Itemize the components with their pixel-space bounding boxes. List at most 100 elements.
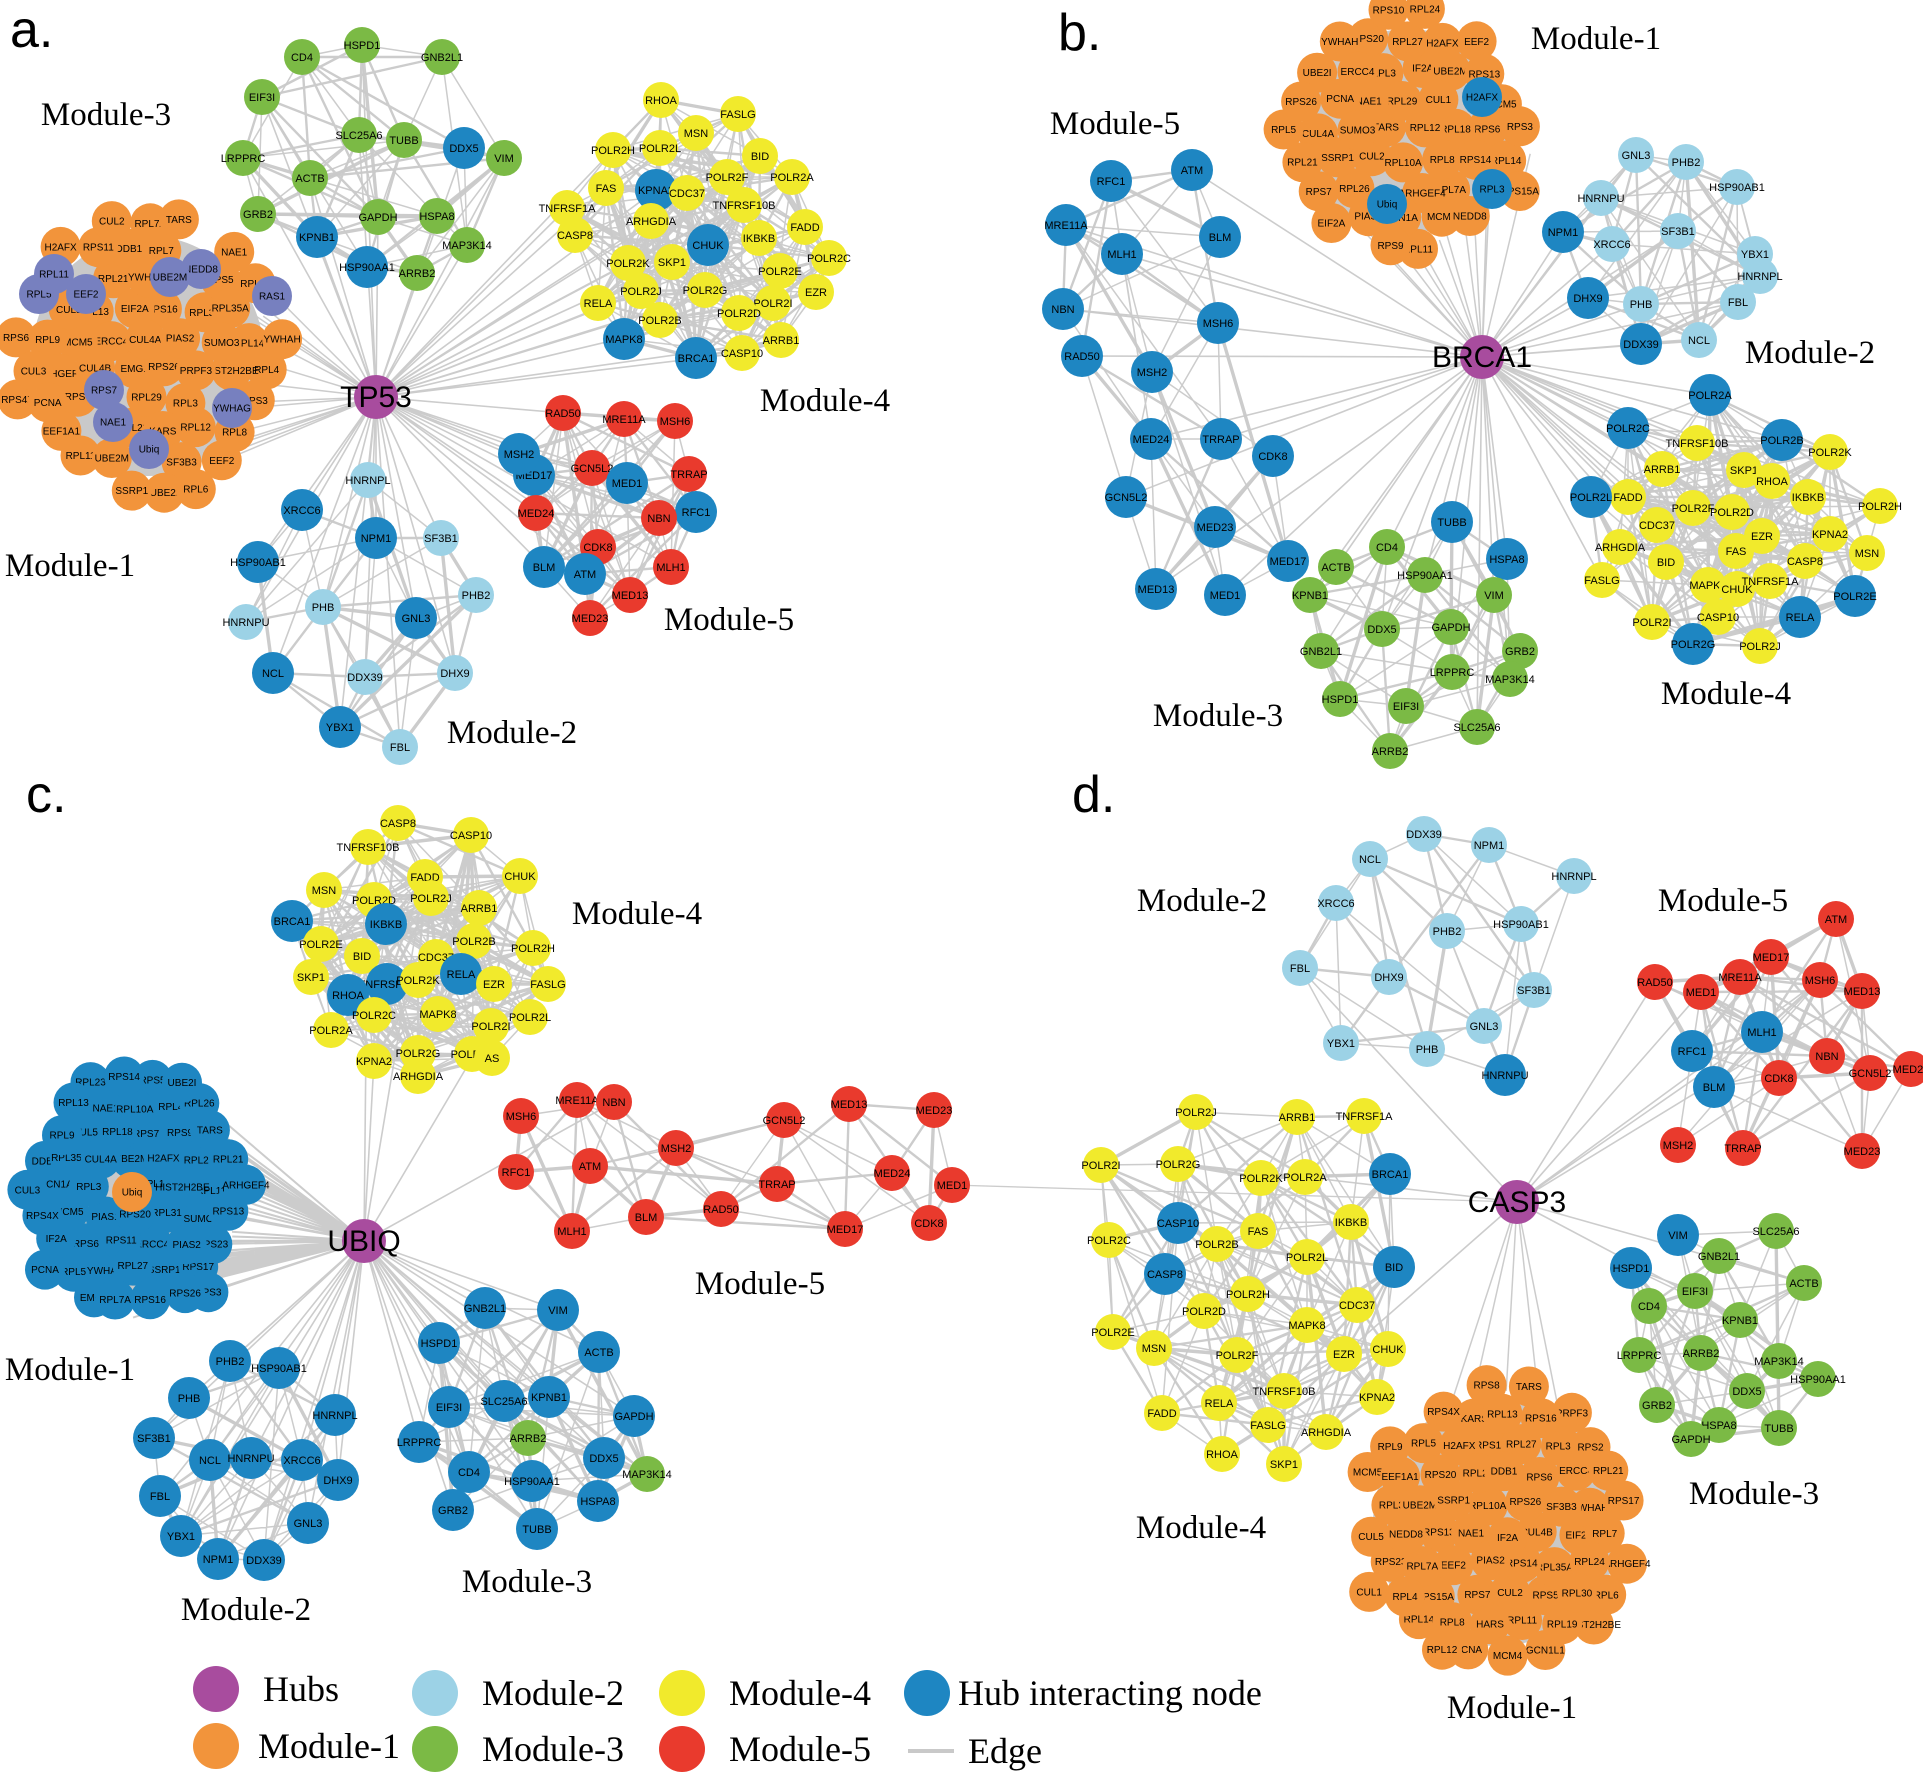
svg-text:YWHAG: YWHAG <box>128 273 166 284</box>
svg-text:RAD50: RAD50 <box>545 408 580 420</box>
svg-text:NEDD8: NEDD8 <box>1453 212 1487 223</box>
svg-text:PIAS1: PIAS1 <box>1354 212 1383 223</box>
svg-text:HSPD1: HSPD1 <box>344 40 381 52</box>
svg-text:BLM: BLM <box>1703 1082 1726 1094</box>
svg-text:MCM5: MCM5 <box>1487 100 1517 111</box>
svg-text:RPL11: RPL11 <box>1507 1616 1537 1627</box>
svg-text:RELA: RELA <box>447 969 476 981</box>
svg-text:RPL10A: RPL10A <box>1384 158 1422 169</box>
svg-text:RPL35A: RPL35A <box>212 304 250 315</box>
svg-text:CD4: CD4 <box>1376 542 1398 554</box>
svg-text:NBN: NBN <box>1815 1051 1838 1063</box>
svg-text:EIF2A: EIF2A <box>121 304 149 315</box>
svg-text:POLR2D: POLR2D <box>1182 1306 1226 1318</box>
svg-text:CDK8: CDK8 <box>1764 1073 1793 1085</box>
svg-text:POLR2K: POLR2K <box>396 975 440 987</box>
svg-text:CDK8: CDK8 <box>583 542 612 554</box>
svg-text:RHOA: RHOA <box>1206 1449 1238 1461</box>
svg-text:RPS26: RPS26 <box>169 1289 201 1300</box>
svg-text:DDX5: DDX5 <box>1732 1386 1761 1398</box>
svg-text:GCN5L2: GCN5L2 <box>1849 1068 1892 1080</box>
svg-text:YWHAG: YWHAG <box>87 1266 125 1277</box>
svg-text:POLR2F: POLR2F <box>1672 503 1715 515</box>
svg-text:MED13: MED13 <box>1844 986 1881 998</box>
svg-text:EZR: EZR <box>805 287 827 299</box>
svg-text:POLR2C: POLR2C <box>1606 423 1650 435</box>
svg-text:ERCC4: ERCC4 <box>1559 1466 1593 1477</box>
svg-text:POLR2A: POLR2A <box>309 1025 353 1037</box>
svg-text:RPL21: RPL21 <box>98 274 129 285</box>
svg-text:RPS3: RPS3 <box>242 396 269 407</box>
svg-text:TARS: TARS <box>197 1126 223 1137</box>
svg-text:KARS: KARS <box>149 427 177 438</box>
svg-text:BID: BID <box>353 951 371 963</box>
svg-text:RPS9: RPS9 <box>1377 241 1404 252</box>
svg-text:MED24: MED24 <box>874 1168 911 1180</box>
svg-text:RHOA: RHOA <box>1756 476 1788 488</box>
svg-text:MLH1: MLH1 <box>557 1226 586 1238</box>
svg-text:GCN5L2: GCN5L2 <box>763 1115 806 1127</box>
svg-text:SLC25A6: SLC25A6 <box>480 1396 527 1408</box>
svg-text:RELA: RELA <box>584 298 613 310</box>
svg-text:RPS5: RPS5 <box>1533 1591 1560 1602</box>
svg-text:TUBB: TUBB <box>1437 517 1466 529</box>
svg-text:RPS9: RPS9 <box>167 1128 194 1139</box>
svg-text:RPL18: RPL18 <box>102 1127 133 1138</box>
svg-text:PHB2: PHB2 <box>1433 926 1462 938</box>
svg-text:CASP3: CASP3 <box>1468 1186 1566 1219</box>
svg-text:SUMO3: SUMO3 <box>1340 126 1376 137</box>
svg-text:NAE1: NAE1 <box>100 418 127 429</box>
svg-text:POLR2A: POLR2A <box>1688 390 1732 402</box>
svg-text:RPL14: RPL14 <box>234 339 265 350</box>
svg-text:RPS17: RPS17 <box>182 1262 214 1273</box>
svg-text:MED24: MED24 <box>1893 1064 1923 1076</box>
svg-text:MSH2: MSH2 <box>1137 367 1168 379</box>
svg-text:CHUK: CHUK <box>1372 1344 1404 1356</box>
svg-text:EMG1: EMG1 <box>80 1293 109 1304</box>
svg-text:FBL: FBL <box>1290 963 1310 975</box>
svg-text:TNFRSF1A: TNFRSF1A <box>539 203 597 215</box>
svg-text:RHOA: RHOA <box>332 990 364 1002</box>
svg-text:RPS26: RPS26 <box>1285 97 1317 108</box>
svg-text:RPS20: RPS20 <box>119 1210 151 1221</box>
svg-text:FBL: FBL <box>150 1491 170 1503</box>
svg-text:HSP90AB1: HSP90AB1 <box>1493 919 1549 931</box>
svg-text:NCL: NCL <box>199 1455 221 1467</box>
svg-text:SF3B1: SF3B1 <box>137 1433 171 1445</box>
svg-text:Ubiq: Ubiq <box>1377 200 1398 211</box>
svg-text:MED17: MED17 <box>1753 952 1790 964</box>
svg-text:DDX5: DDX5 <box>589 1453 618 1465</box>
svg-text:NCL: NCL <box>1359 854 1381 866</box>
svg-text:PHB: PHB <box>1416 1044 1439 1056</box>
svg-text:c.: c. <box>26 766 66 824</box>
svg-text:RPL24: RPL24 <box>1574 1557 1605 1568</box>
svg-text:RPL35A: RPL35A <box>51 1153 89 1164</box>
svg-text:GNB2L1: GNB2L1 <box>421 52 463 64</box>
svg-text:POLR2A: POLR2A <box>1283 1172 1327 1184</box>
svg-text:GAPDH: GAPDH <box>1671 1434 1710 1446</box>
svg-text:GNL3: GNL3 <box>402 613 431 625</box>
svg-text:HSP90AA1: HSP90AA1 <box>339 262 395 274</box>
svg-text:SF3B1: SF3B1 <box>424 533 458 545</box>
svg-text:YBX1: YBX1 <box>326 722 354 734</box>
svg-text:RAD50: RAD50 <box>703 1204 738 1216</box>
svg-text:EEF2: EEF2 <box>209 456 234 467</box>
svg-text:PCNA: PCNA <box>31 1265 59 1276</box>
svg-text:CASP8: CASP8 <box>557 230 593 242</box>
svg-text:d.: d. <box>1072 766 1115 824</box>
svg-text:AS: AS <box>485 1053 500 1065</box>
svg-text:LRPPRC: LRPPRC <box>221 153 266 165</box>
svg-text:KPNB1: KPNB1 <box>1722 1315 1758 1327</box>
svg-text:RPL21: RPL21 <box>213 1155 244 1166</box>
svg-text:CUL5: CUL5 <box>72 1127 98 1138</box>
svg-text:PHB2: PHB2 <box>462 590 491 602</box>
svg-text:CASP8: CASP8 <box>1787 556 1823 568</box>
svg-text:HNRNPU: HNRNPU <box>1577 193 1624 205</box>
svg-text:POLR2B: POLR2B <box>1760 435 1803 447</box>
svg-text:FAS: FAS <box>596 183 617 195</box>
svg-text:HNRNPL: HNRNPL <box>345 475 390 487</box>
svg-text:RPL3: RPL3 <box>1379 1501 1404 1512</box>
svg-text:NAE1: NAE1 <box>221 247 248 258</box>
svg-text:RPL8: RPL8 <box>1440 1618 1465 1629</box>
svg-text:MAPK8: MAPK8 <box>419 1009 456 1021</box>
